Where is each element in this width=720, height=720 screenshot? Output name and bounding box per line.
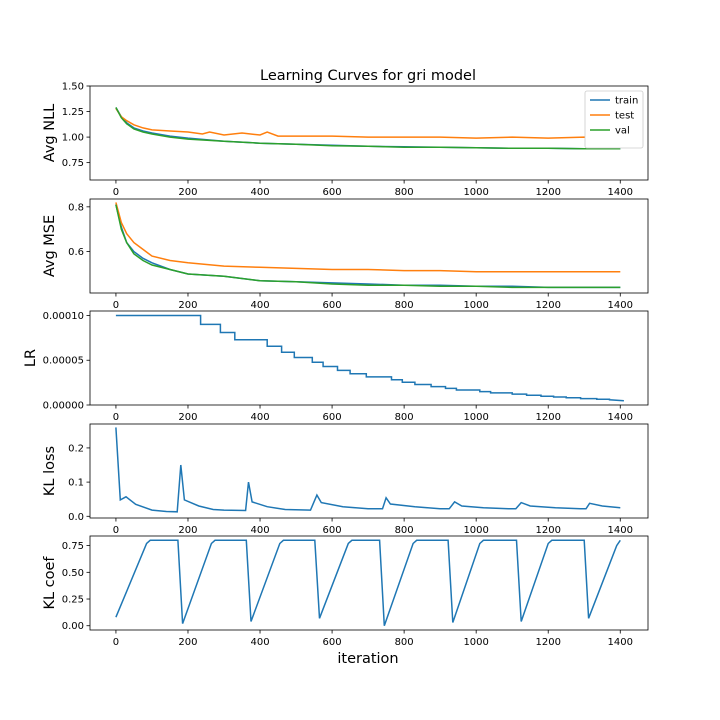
y-tick-label: 0.75	[62, 541, 84, 552]
x-tick-label: 200	[178, 300, 197, 311]
x-tick-label: 1200	[535, 637, 560, 648]
axes-frame-lr	[89, 310, 649, 406]
series-line-kl-kl_loss	[115, 427, 621, 513]
x-tick-label: 1400	[608, 412, 633, 423]
y-tick-label: 0.50	[62, 568, 84, 579]
x-tick-label: 800	[395, 412, 414, 423]
legend-box	[584, 90, 644, 149]
series-line-klcoef-kl_coef	[115, 539, 621, 626]
axes-frame-mse	[89, 198, 649, 294]
x-tick-label: 1000	[463, 412, 488, 423]
x-tick-label: 1400	[608, 187, 633, 198]
y-tick-label: 0.00	[62, 621, 84, 632]
y-tick-label: 1.00	[62, 133, 84, 144]
y-axis-label-klcoef: KL coef	[42, 556, 58, 610]
y-tick-label: 0.8	[68, 202, 84, 213]
x-tick-label: 600	[323, 637, 342, 648]
x-tick-label: 800	[395, 300, 414, 311]
x-tick-label: 0	[113, 525, 119, 536]
x-tick-label: 400	[250, 637, 269, 648]
y-tick-label: 1.25	[62, 107, 84, 118]
series-line-lr-lr	[115, 314, 624, 402]
x-tick-label: 600	[323, 525, 342, 536]
x-tick-label: 1200	[535, 187, 560, 198]
x-tick-label: 0	[113, 187, 119, 198]
y-tick-label: 1.50	[62, 82, 84, 93]
x-tick-label: 1400	[608, 525, 633, 536]
x-tick-label: 400	[250, 300, 269, 311]
x-tick-label: 600	[323, 300, 342, 311]
x-tick-label: 400	[250, 187, 269, 198]
y-tick-label: 0.00010	[43, 311, 84, 322]
x-tick-label: 1000	[463, 187, 488, 198]
x-tick-label: 200	[178, 412, 197, 423]
x-tick-label: 1400	[608, 300, 633, 311]
chart-title: Learning Curves for gri model	[260, 68, 476, 84]
x-tick-label: 1200	[535, 412, 560, 423]
y-tick-label: 0.0	[68, 512, 84, 523]
y-axis-label-mse: Avg MSE	[42, 215, 58, 277]
y-axis-label-lr: LR	[23, 349, 39, 367]
y-tick-label: 0.25	[62, 595, 84, 606]
x-tick-label: 1000	[463, 300, 488, 311]
legend-label-train: train	[615, 96, 638, 107]
x-axis-label: iteration	[337, 651, 398, 667]
y-axis-label-kl: KL loss	[42, 446, 58, 496]
subplot-panels: 0 200 400 600 800 1000 1200 1400 0.75 1.00 1.25 1.5…	[23, 82, 649, 648]
y-tick-label: 0.6	[68, 247, 84, 258]
x-tick-label: 0	[113, 300, 119, 311]
y-tick-label: 0.75	[62, 158, 84, 169]
y-tick-label: 0.1	[68, 478, 84, 489]
y-tick-label: 0.00005	[43, 356, 84, 367]
y-tick-label: 0.00000	[43, 401, 84, 412]
panel-klcoef: 0 200 400 600 800 1000 1200 1400 0.00 0.25 0.50 0.7…	[42, 535, 649, 648]
x-tick-label: 800	[395, 637, 414, 648]
x-tick-label: 200	[178, 637, 197, 648]
series-line-mse-val	[115, 204, 621, 289]
x-tick-label: 600	[323, 412, 342, 423]
x-tick-label: 200	[178, 187, 197, 198]
panel-kl: 0 200 400 600 800 1000 1200 1400 0.0 0.1 0.2 KL los…	[42, 423, 649, 536]
x-tick-label: 1200	[535, 525, 560, 536]
panel-lr: 0 200 400 600 800 1000 1200 1400 0.00000 0.00005 0…	[23, 310, 649, 423]
legend-label-test: test	[615, 111, 634, 122]
x-tick-label: 1000	[463, 525, 488, 536]
y-tick-label: 0.2	[68, 443, 84, 454]
x-tick-label: 1400	[608, 637, 633, 648]
x-tick-label: 400	[250, 412, 269, 423]
y-axis-label-nll: Avg NLL	[42, 104, 58, 162]
x-tick-label: 0	[113, 412, 119, 423]
series-line-mse-test	[115, 202, 621, 273]
x-tick-label: 200	[178, 525, 197, 536]
x-tick-label: 800	[395, 525, 414, 536]
x-tick-label: 0	[113, 637, 119, 648]
axes-frame-kl	[89, 423, 649, 519]
x-tick-label: 1000	[463, 637, 488, 648]
panel-nll: 0 200 400 600 800 1000 1200 1400 0.75 1.00 1.25 1.5…	[42, 82, 649, 198]
panel-mse: 0 200 400 600 800 1000 1200 1400 0.6 0.8 Avg MSE	[42, 198, 649, 311]
legend: train test val	[584, 90, 644, 149]
axes-frame-klcoef	[89, 535, 649, 631]
axes-frame-nll	[89, 85, 649, 181]
legend-label-val: val	[615, 126, 630, 137]
x-tick-label: 400	[250, 525, 269, 536]
series-line-nll-val	[115, 107, 621, 150]
series-line-nll-test	[115, 108, 621, 139]
x-tick-label: 800	[395, 187, 414, 198]
x-tick-label: 1200	[535, 300, 560, 311]
x-tick-label: 600	[323, 187, 342, 198]
